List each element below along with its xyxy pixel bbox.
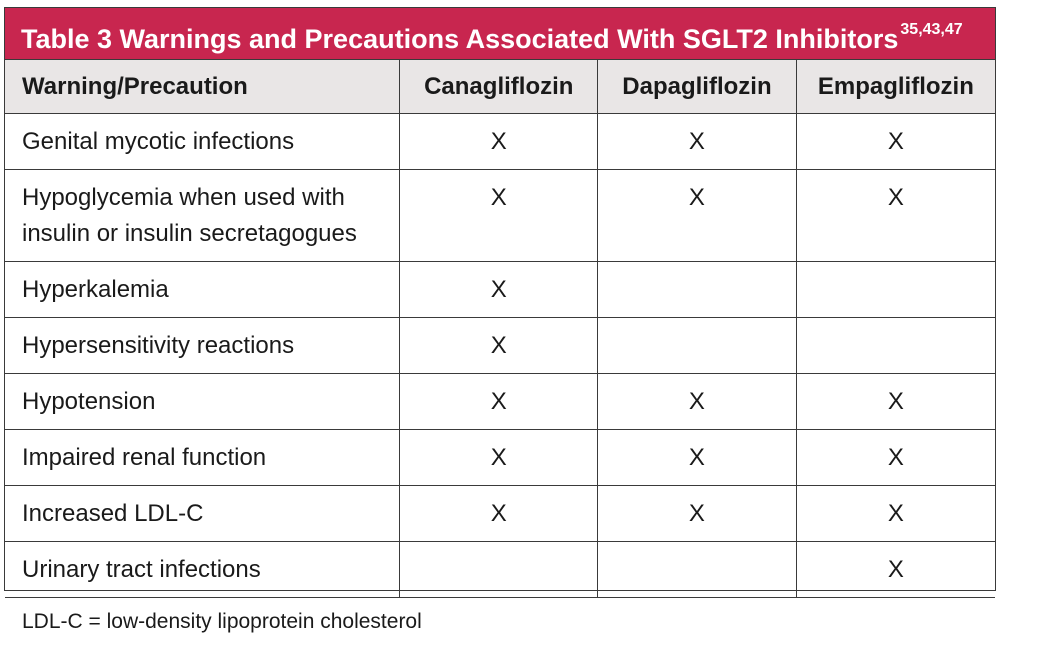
cell-canagliflozin: X (399, 317, 599, 374)
cell-canagliflozin: X (399, 485, 599, 542)
table-row: Impaired renal function X X X (5, 429, 995, 486)
cell-canagliflozin (399, 541, 599, 598)
cell-canagliflozin: X (399, 373, 599, 430)
cell-dapagliflozin (597, 541, 797, 598)
row-label: Hyperkalemia (5, 261, 401, 318)
column-header-empagliflozin: Empagliflozin (795, 59, 995, 114)
warnings-table: Warning/Precaution Canagliflozin Dapagli… (5, 59, 995, 646)
table-row: Hypersensitivity reactions X (5, 317, 995, 374)
cell-dapagliflozin (597, 317, 797, 374)
cell-empagliflozin: X (795, 485, 995, 542)
row-label: Hypersensitivity reactions (5, 317, 401, 374)
cell-canagliflozin: X (399, 429, 599, 486)
cell-dapagliflozin: X (597, 429, 797, 486)
cell-dapagliflozin (597, 261, 797, 318)
row-label: Urinary tract infections (5, 541, 401, 598)
table-row: Hypoglycemia when used with insulin or in… (5, 169, 995, 262)
cell-canagliflozin: X (399, 169, 599, 262)
table-frame: Table 3 Warnings and Precautions Associa… (4, 7, 996, 646)
row-label: Hypotension (5, 373, 401, 430)
cell-empagliflozin (795, 261, 995, 318)
row-label-line: Hypoglycemia when used with (22, 184, 345, 211)
row-label: Genital mycotic infections (5, 113, 401, 170)
cell-empagliflozin: X (795, 113, 995, 170)
cell-dapagliflozin: X (597, 485, 797, 542)
cell-canagliflozin: X (399, 261, 599, 318)
table-row: Increased LDL-C X X X (5, 485, 995, 542)
title-references: 35,43,47 (900, 21, 963, 38)
table-row: Genital mycotic infections X X X (5, 113, 995, 170)
cell-dapagliflozin: X (597, 169, 797, 262)
cell-empagliflozin: X (795, 429, 995, 486)
table-title-bar: Table 3 Warnings and Precautions Associa… (5, 8, 995, 59)
column-header-dapagliflozin: Dapagliflozin (597, 59, 797, 114)
cell-dapagliflozin: X (597, 373, 797, 430)
cell-empagliflozin (795, 317, 995, 374)
row-label: Hypoglycemia when used with insulin or in… (5, 169, 401, 262)
cell-empagliflozin: X (795, 373, 995, 430)
table-title: Table 3 Warnings and Precautions Associa… (21, 24, 899, 54)
column-header-warning: Warning/Precaution (5, 59, 401, 114)
table-row: Hypotension X X X (5, 373, 995, 430)
cell-dapagliflozin: X (597, 113, 797, 170)
row-label: Increased LDL-C (5, 485, 401, 542)
column-header-canagliflozin: Canagliflozin (399, 59, 599, 114)
table-row: Hyperkalemia X (5, 261, 995, 318)
row-label: Impaired renal function (5, 429, 401, 486)
row-label-line: insulin or insulin secretagogues (22, 220, 357, 247)
header-row: Warning/Precaution Canagliflozin Dapagli… (5, 59, 995, 114)
cell-empagliflozin: X (795, 541, 995, 598)
cell-canagliflozin: X (399, 113, 599, 170)
cell-empagliflozin: X (795, 169, 995, 262)
table-row: Urinary tract infections X (5, 541, 995, 598)
